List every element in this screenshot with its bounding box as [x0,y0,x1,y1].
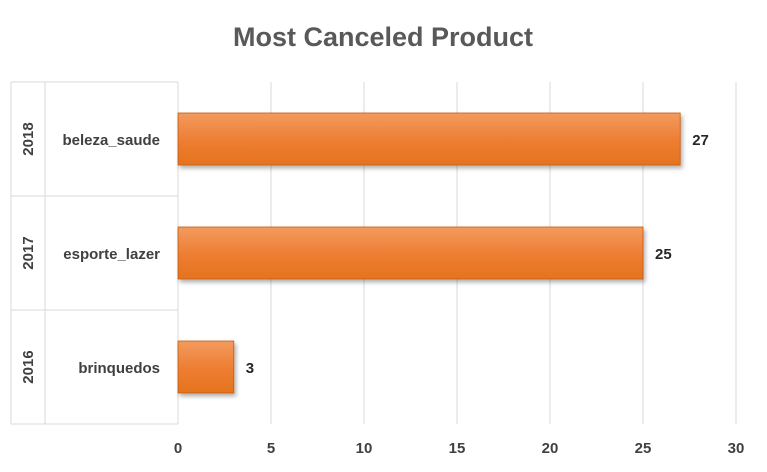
chart-title: Most Canceled Product [233,22,533,52]
x-tick-label: 0 [174,440,182,457]
x-tick-label: 30 [728,440,745,457]
bar [177,226,644,280]
category-labels: beleza_saude 2018 esporte_lazer 2017 brinque… [20,122,160,383]
data-labels: 27 25 3 [246,132,709,377]
group-label: 2018 [20,122,37,155]
data-label: 27 [692,132,709,149]
bar [177,340,235,394]
x-tick-labels: 0 5 10 15 20 25 30 [174,440,745,457]
bar [177,112,681,166]
x-tick-label: 5 [267,440,275,457]
group-label: 2017 [20,236,37,269]
x-tick-label: 20 [542,440,559,457]
bars [177,112,681,394]
x-tick-label: 10 [356,440,373,457]
category-label: esporte_lazer [63,246,160,263]
category-label: brinquedos [78,360,160,377]
x-tick-label: 25 [635,440,652,457]
data-label: 3 [246,360,254,377]
category-label: beleza_saude [62,132,160,149]
data-label: 25 [655,246,672,263]
group-label: 2016 [20,350,37,383]
x-tick-label: 15 [449,440,466,457]
